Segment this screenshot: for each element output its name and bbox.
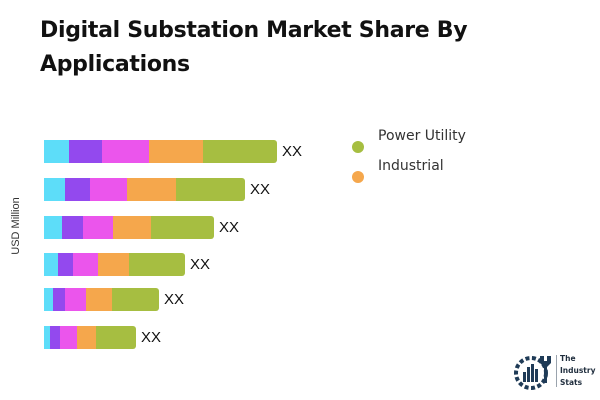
bar-value-label: XX — [190, 256, 211, 273]
bar-segment — [44, 253, 58, 276]
brand-logo: The Industry Stats — [512, 350, 598, 392]
bar-segment — [62, 216, 83, 239]
bar-row: XX — [44, 326, 161, 349]
bar-value-label: XX — [164, 291, 185, 308]
legend-dot-icon — [352, 141, 364, 153]
bar-segment — [44, 288, 53, 311]
bar-segment — [112, 288, 159, 311]
bar-segment — [86, 288, 112, 311]
logo-text: The Industry Stats — [560, 353, 595, 389]
bar-segment — [60, 326, 77, 349]
bar-segment — [149, 140, 203, 163]
legend-dot-icon — [352, 171, 364, 183]
bar-segment — [44, 326, 50, 349]
bar-segment — [90, 178, 127, 201]
bar-value-label: XX — [250, 181, 271, 198]
bar-segment — [50, 326, 60, 349]
bar-value-label: XX — [282, 143, 303, 160]
bar-value-label: XX — [219, 219, 240, 236]
stacked-bar — [44, 326, 136, 349]
stacked-bar — [44, 288, 159, 311]
logo-divider — [556, 355, 557, 387]
bar-segment — [113, 216, 151, 239]
bar-row: XX — [44, 140, 302, 163]
stacked-bar — [44, 140, 277, 163]
logo-line-3: Stats — [560, 378, 583, 387]
bar-segment — [58, 253, 73, 276]
bar-row: XX — [44, 253, 210, 276]
bar-segment — [73, 253, 98, 276]
bar-segment — [102, 140, 149, 163]
bar-segment — [44, 140, 69, 163]
bar-segment — [127, 178, 176, 201]
bar-row: XX — [44, 216, 239, 239]
logo-line-2: Industry — [560, 366, 596, 375]
bar-row: XX — [44, 288, 184, 311]
bar-segment — [129, 253, 185, 276]
chart-title: Digital Substation Market Share By Appli… — [40, 18, 468, 77]
stacked-bar — [44, 216, 214, 239]
bar-segment — [65, 178, 90, 201]
bar-row: XX — [44, 178, 270, 201]
bar-segment — [69, 140, 102, 163]
bar-segment — [151, 216, 214, 239]
bar-segment — [77, 326, 96, 349]
bar-segment — [203, 140, 277, 163]
y-axis-label: USD Million — [10, 197, 22, 255]
bar-segment — [44, 216, 62, 239]
bar-segment — [98, 253, 129, 276]
legend-label: Industrial — [378, 158, 444, 174]
stacked-bar — [44, 253, 185, 276]
gear-wrench-chart-icon — [514, 356, 551, 390]
bar-value-label: XX — [141, 329, 162, 346]
logo-line-1: The — [560, 354, 576, 363]
stacked-bar — [44, 178, 245, 201]
legend-label: Power Utility — [378, 128, 466, 144]
bar-segment — [65, 288, 86, 311]
bar-segment — [53, 288, 65, 311]
bar-segment — [96, 326, 136, 349]
bar-segment — [83, 216, 113, 239]
bar-segment — [44, 178, 65, 201]
bar-segment — [176, 178, 245, 201]
